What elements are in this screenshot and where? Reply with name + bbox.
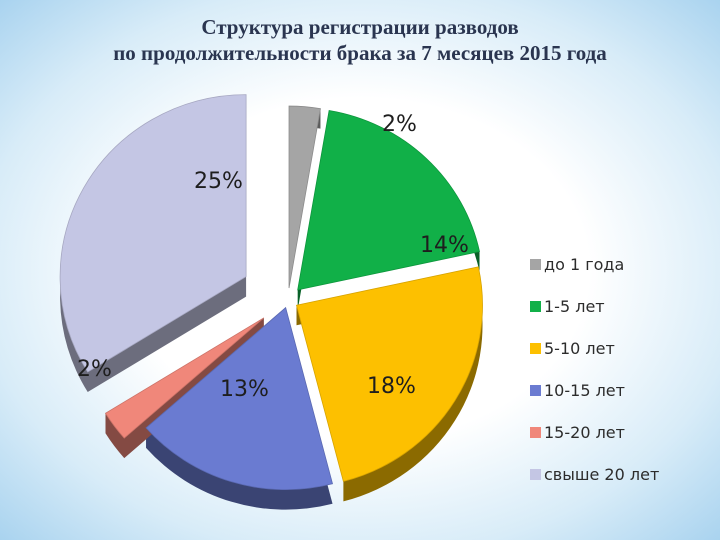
legend-swatch: [530, 385, 541, 397]
chart-title-line-2: по продолжительности брака за 7 месяцев …: [113, 41, 607, 65]
chart-legend: до 1 года 1-5 лет 5-10 лет 10-15 лет 15-20 л…: [530, 253, 659, 506]
data-label-2: 14%: [420, 233, 469, 258]
legend-swatch: [530, 342, 541, 354]
legend-item-6: свыше 20 лет: [530, 464, 659, 486]
legend-item-2: 1-5 лет: [530, 295, 659, 317]
pie-slice-6: [59, 94, 247, 373]
legend-item-1: до 1 года: [530, 253, 659, 275]
pie-slice-3: [296, 266, 483, 482]
pie-slice-5: [104, 317, 265, 439]
legend-item-5: 15-20 лет: [530, 422, 659, 444]
pie-slice-2: [297, 110, 480, 291]
legend-swatch: [530, 300, 541, 312]
legend-label: 5-10 лет: [544, 338, 615, 358]
legend-label: 15-20 лет: [544, 423, 625, 443]
pie-slice-side-3: [296, 266, 483, 502]
legend-item-3: 5-10 лет: [530, 337, 659, 359]
data-label-6: 25%: [194, 169, 243, 194]
legend-label: 10-15 лет: [544, 381, 625, 401]
legend-swatch: [530, 427, 541, 439]
pie-slice-1: [288, 105, 321, 289]
data-label-3: 18%: [367, 374, 416, 399]
pie-slice-side-4: [146, 307, 333, 510]
chart-title-line-1: Структура регистрации разводов: [201, 15, 519, 39]
pie-slice-4: [145, 306, 334, 491]
legend-swatch: [530, 258, 541, 270]
data-label-5: 2%: [77, 357, 112, 382]
legend-label: до 1 года: [544, 254, 625, 274]
legend-swatch: [530, 469, 541, 481]
legend-label: свыше 20 лет: [544, 465, 660, 485]
chart-title: Структура регистрации разводов по продол…: [0, 14, 720, 66]
pie-slice-side-5: [105, 317, 264, 459]
legend-label: 1-5 лет: [544, 296, 605, 316]
data-label-4: 13%: [220, 377, 269, 402]
legend-item-4: 10-15 лет: [530, 380, 659, 402]
data-label-1: 2%: [382, 112, 417, 137]
